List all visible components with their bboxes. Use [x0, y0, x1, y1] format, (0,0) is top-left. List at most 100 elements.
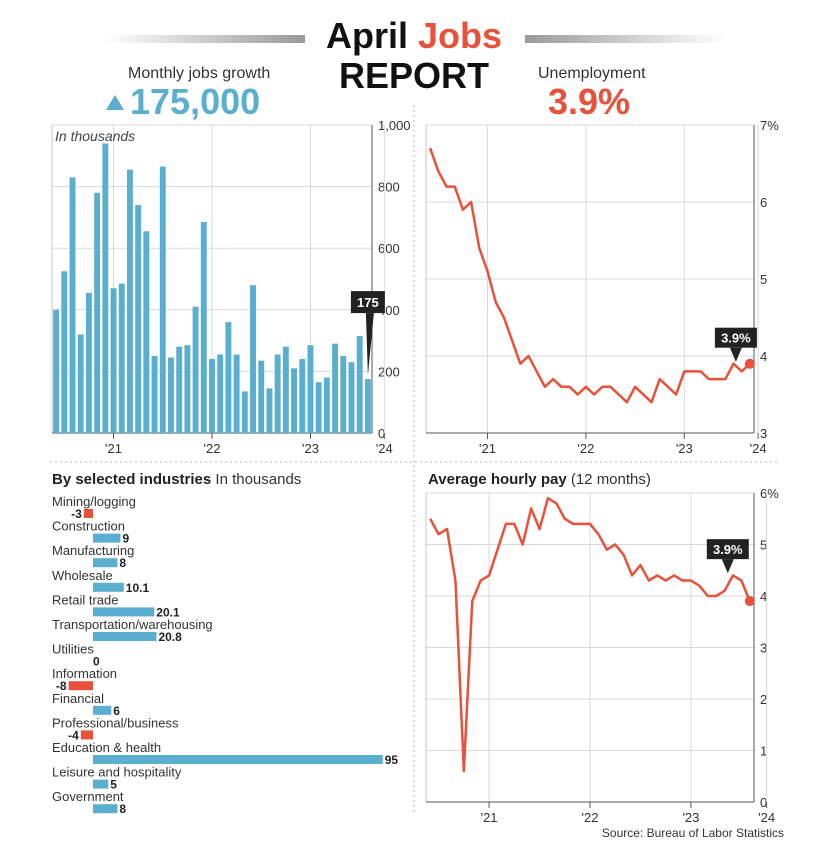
- industry-label: Financial: [52, 691, 104, 706]
- industry-label: Transportation/warehousing: [52, 617, 213, 632]
- industry-label: Construction: [52, 519, 125, 534]
- hourly-pay-callout-pointer: [721, 559, 734, 574]
- jobs-bar: [233, 354, 240, 433]
- hourly-pay-line: [429, 496, 751, 773]
- y-tick-label: 5: [760, 272, 767, 287]
- jobs-bar: [159, 166, 166, 433]
- y-tick-label: 200: [378, 364, 400, 379]
- industry-value: 8: [119, 556, 126, 570]
- unemployment-label: Unemployment: [538, 65, 646, 82]
- x-tick-label: '22: [204, 441, 221, 456]
- title-word-april: April: [325, 15, 408, 56]
- industry-value: 10.1: [126, 581, 150, 595]
- industry-bar: [83, 509, 93, 518]
- industry-label: Information: [52, 666, 117, 681]
- hourly-pay-callout-box: [706, 539, 749, 560]
- industry-value: 20.8: [158, 630, 182, 644]
- jobs-unit-note: In thousands: [55, 128, 135, 144]
- hourly-pay-subtitle: (12 months): [570, 471, 651, 488]
- x-tick-label: '24: [758, 810, 775, 825]
- jobs-bar: [315, 382, 322, 433]
- jobs-bar: [258, 360, 265, 433]
- y-tick-label: 6: [760, 195, 767, 210]
- jobs-growth-kpi: 175,000: [106, 82, 260, 122]
- unemployment-callout-pointer: [729, 347, 742, 362]
- y-tick-label: 2: [760, 692, 767, 707]
- x-tick-label: '21: [481, 810, 498, 825]
- jobs-bar: [110, 288, 117, 433]
- x-tick-label: '23: [682, 810, 699, 825]
- industry-bar: [93, 779, 109, 789]
- jobs-bar: [323, 377, 330, 433]
- y-tick-label: 3: [760, 641, 767, 656]
- jobs-bar: [282, 346, 289, 433]
- unemployment-callout-box: [714, 327, 757, 348]
- industry-label: Leisure and hospitality: [52, 765, 182, 780]
- industries-unit-note: In thousands: [215, 471, 302, 488]
- x-tick-label: '23: [302, 441, 319, 456]
- jobs-growth-label: Monthly jobs growth: [128, 65, 271, 82]
- title-word-jobs: Jobs: [418, 15, 503, 56]
- industries-chart: Mining/logging-3Construction9Manufacturi…: [52, 494, 398, 816]
- jobs-bar: [250, 285, 256, 433]
- jobs-bar: [61, 271, 68, 433]
- y-tick-label: 5: [760, 538, 767, 553]
- hourly-pay-last-point: [744, 596, 755, 607]
- industry-label: Manufacturing: [52, 543, 134, 558]
- jobs-bar: [274, 354, 281, 433]
- jobs-bar: [307, 345, 314, 433]
- y-tick-label: 3: [760, 426, 767, 441]
- jobs-bar: [176, 346, 183, 433]
- industry-label: Education & health: [52, 740, 161, 755]
- industry-bar: [93, 632, 157, 641]
- x-tick-label: '24: [750, 441, 767, 456]
- hourly-pay-title-text: Average hourly pay: [428, 471, 567, 488]
- industry-bar: [93, 804, 118, 814]
- unemployment-value: 3.9%: [548, 81, 631, 122]
- jobs-bar: [168, 357, 174, 433]
- unemployment-line: [428, 147, 751, 404]
- industry-bar: [93, 582, 124, 592]
- industry-value: 0: [93, 655, 100, 669]
- jobs-bar: [225, 322, 232, 433]
- industry-bar: [68, 681, 93, 691]
- jobs-bar: [364, 379, 371, 433]
- jobs-bar: [184, 345, 191, 433]
- jobs-bar: [217, 354, 224, 433]
- y-tick-label: 1,000: [378, 118, 411, 133]
- x-tick-label: '22: [582, 810, 599, 825]
- jobs-bar: [200, 222, 207, 433]
- y-tick-label: 7%: [760, 118, 779, 133]
- jobs-bar: [53, 309, 60, 433]
- x-tick-label: '21: [479, 441, 496, 456]
- y-tick-label: 4: [760, 349, 767, 364]
- source-note: Source: Bureau of Labor Statistics: [601, 826, 784, 840]
- jobs-callout-pointer: [365, 313, 374, 376]
- jobs-bar: [69, 177, 76, 433]
- page-title: April Jobs: [0, 16, 828, 56]
- industry-value: 9: [122, 532, 129, 546]
- industry-label: Professional/business: [52, 715, 179, 730]
- industry-bar: [93, 607, 155, 617]
- industry-value: -8: [56, 679, 67, 693]
- y-tick-label: 1: [760, 744, 767, 759]
- industry-bar: [80, 730, 93, 740]
- jobs-bar: [102, 143, 109, 434]
- industry-value: 6: [113, 704, 120, 718]
- jobs-bar: [192, 306, 199, 433]
- y-tick-label: 800: [378, 180, 400, 195]
- industries-title-text: By selected industries: [52, 471, 212, 488]
- up-arrow-icon: [106, 95, 124, 110]
- x-tick-label: '24: [376, 441, 393, 456]
- jobs-bar: [266, 388, 273, 433]
- industry-bar: [93, 558, 118, 568]
- divider-lines: [50, 105, 780, 815]
- industry-label: Wholesale: [52, 568, 113, 583]
- industry-label: Mining/logging: [52, 494, 136, 509]
- jobs-bar: [126, 169, 133, 433]
- y-tick-label: 600: [378, 241, 400, 256]
- industry-value: -3: [71, 507, 82, 521]
- y-tick-label: 6%: [760, 486, 779, 501]
- page-title-report: REPORT: [338, 55, 489, 96]
